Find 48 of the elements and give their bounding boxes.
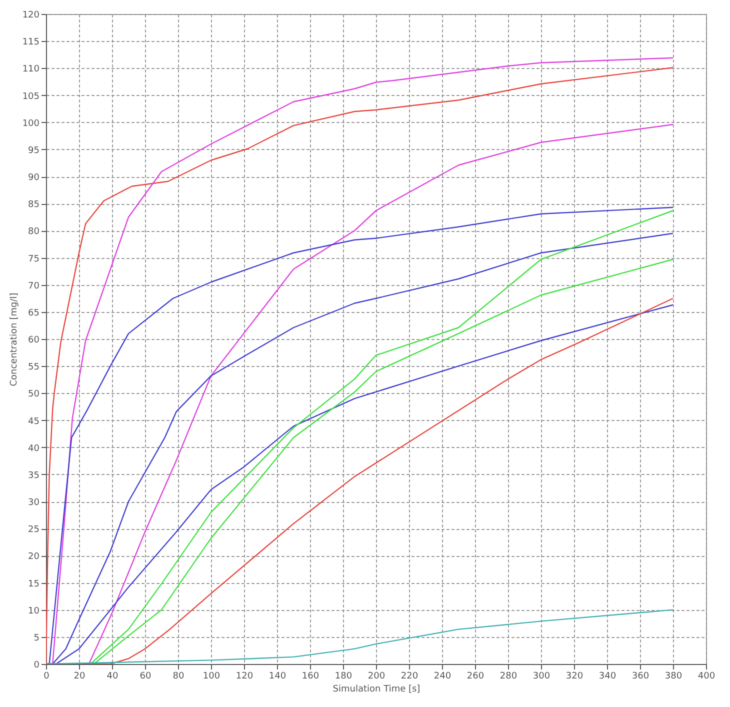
y-tick-label: 100 <box>22 118 40 129</box>
x-tick-label: 340 <box>598 672 616 682</box>
x-tick-label: 400 <box>698 672 716 682</box>
y-tick-label: 5 <box>34 633 40 644</box>
y-tick-label: 90 <box>28 173 40 183</box>
x-axis-title: Simulation Time [s] <box>332 684 420 694</box>
x-tick-label: 60 <box>140 672 152 682</box>
y-tick-label: 55 <box>28 362 40 373</box>
y-tick-label: 115 <box>22 38 40 48</box>
x-tick-label: 120 <box>236 672 254 682</box>
y-tick-label: 80 <box>28 227 40 238</box>
y-tick-label: 0 <box>34 660 40 670</box>
x-tick-label: 360 <box>632 672 650 682</box>
y-tick-label: 50 <box>28 390 40 400</box>
y-tick-label: 35 <box>28 470 40 481</box>
y-tick-label: 65 <box>28 308 40 318</box>
x-tick-label: 220 <box>400 672 418 682</box>
x-tick-label: 300 <box>532 672 550 682</box>
y-tick-label: 25 <box>28 525 40 536</box>
y-tick-label: 95 <box>28 146 40 156</box>
x-tick-label: 160 <box>302 672 320 682</box>
x-tick-label: 240 <box>434 672 452 682</box>
y-tick-label: 105 <box>22 92 40 102</box>
x-tick-label: 0 <box>44 672 50 682</box>
x-tick-label: 40 <box>106 672 118 682</box>
y-tick-label: 20 <box>28 552 40 562</box>
x-tick-label: 80 <box>172 672 184 682</box>
y-tick-label: 30 <box>28 498 40 508</box>
y-tick-label: 120 <box>22 10 40 20</box>
y-tick-label: 10 <box>28 606 40 616</box>
x-tick-label: 20 <box>74 672 86 682</box>
y-tick-label: 110 <box>22 64 40 75</box>
y-tick-label: 70 <box>28 281 40 292</box>
x-tick-label: 180 <box>334 672 352 682</box>
y-tick-label: 40 <box>28 444 40 454</box>
y-tick-label: 60 <box>28 336 40 346</box>
x-tick-label: 100 <box>202 672 220 682</box>
y-tick-label: 75 <box>28 254 40 264</box>
x-tick-label: 260 <box>466 672 484 682</box>
x-tick-label: 140 <box>268 672 286 682</box>
y-tick-label: 15 <box>28 579 40 590</box>
y-axis-title: Concentration [mg/l] <box>9 292 20 386</box>
x-tick-label: 380 <box>664 672 682 682</box>
y-tick-label: 45 <box>28 416 40 427</box>
x-tick-label: 320 <box>566 672 584 682</box>
y-tick-label: 85 <box>28 200 40 210</box>
x-tick-label: 200 <box>368 672 386 682</box>
x-tick-label: 280 <box>500 672 518 682</box>
